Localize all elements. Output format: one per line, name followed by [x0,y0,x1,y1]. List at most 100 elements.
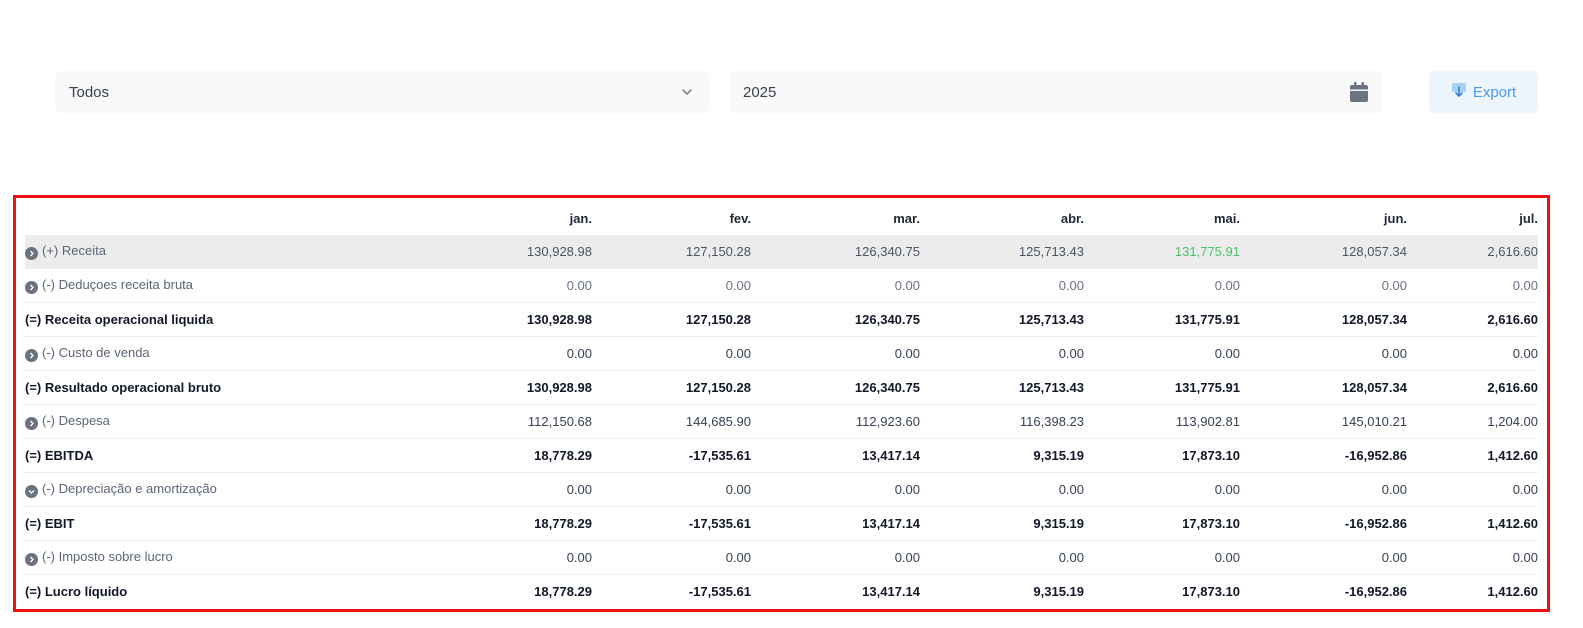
table-cell: 0.00 [751,540,920,575]
filters-bar: Todos 2025 Export [55,71,1552,113]
export-button-label: Export [1472,83,1517,101]
table-cell: 0.00 [1407,336,1538,371]
table-row-lucro-liquido: (=) Lucro líquido 18,778.29 -17,535.61 1… [25,574,1538,608]
table-row-depreciacao[interactable]: (-) Depreciação e amortização 0.00 0.00 … [25,472,1538,507]
chevron-down-icon [679,84,695,100]
table-cell: 0.00 [1084,336,1240,371]
table-cell: 0.00 [1240,268,1407,303]
table-cell: 1,412.60 [1407,438,1538,473]
row-label: (-) Deduçoes receita bruta [42,277,194,292]
column-header-mai: mai. [1213,211,1240,226]
table-cell: 0.00 [920,540,1084,575]
row-label-cell: (-) Custo de venda [25,336,395,371]
table-cell: 127,150.28 [592,235,751,269]
export-button[interactable]: Export [1429,71,1538,113]
table-cell: 0.00 [1407,540,1538,575]
table-cell: 126,340.75 [751,302,920,337]
column-header-abr: abr. [1060,211,1084,226]
table-cell: 116,398.23 [920,404,1084,439]
row-label: (-) Custo de venda [42,345,150,360]
table-cell: 18,778.29 [395,438,592,473]
table-cell: 0.00 [395,540,592,575]
row-label: (-) Depreciação e amortização [42,481,217,496]
table-cell: 145,010.21 [1240,404,1407,439]
table-cell: 113,902.81 [1084,404,1240,439]
row-label-cell: (-) Despesa [25,404,395,439]
table-cell: 13,417.14 [751,574,920,608]
table-cell: 112,150.68 [395,404,592,439]
column-header-jan: jan. [569,211,592,226]
table-cell: 0.00 [1240,336,1407,371]
table-cell: 1,412.60 [1407,506,1538,541]
table-row-custo-venda[interactable]: (-) Custo de venda 0.00 0.00 0.00 0.00 0… [25,336,1538,371]
table-row-resultado-bruto: (=) Resultado operacional bruto 130,928.… [25,370,1538,405]
table-cell: 13,417.14 [751,438,920,473]
table-cell: 0.00 [592,336,751,371]
table-cell: 0.00 [920,336,1084,371]
row-label: (-) Imposto sobre lucro [42,549,173,564]
table-cell: 0.00 [1084,540,1240,575]
table-row-deducoes[interactable]: (-) Deduçoes receita bruta 0.00 0.00 0.0… [25,268,1538,303]
table-cell: 131,775.91 [1084,302,1240,337]
table-row-imposto[interactable]: (-) Imposto sobre lucro 0.00 0.00 0.00 0… [25,540,1538,575]
table-cell: 17,873.10 [1084,506,1240,541]
category-select[interactable]: Todos [55,71,709,113]
row-label: (=) Resultado operacional bruto [25,370,395,405]
table-cell: 112,923.60 [751,404,920,439]
table-cell: -16,952.86 [1240,438,1407,473]
table-cell: 18,778.29 [395,574,592,608]
table-cell: 125,713.43 [920,370,1084,405]
table-cell: -16,952.86 [1240,506,1407,541]
expand-row-icon[interactable] [25,247,38,260]
table-cell: 0.00 [751,336,920,371]
row-label-cell: (-) Imposto sobre lucro [25,540,395,575]
table-cell: 18,778.29 [395,506,592,541]
column-header-jun: jun. [1383,211,1407,226]
row-label: (+) Receita [42,243,106,258]
table-cell: 127,150.28 [592,370,751,405]
column-header-fev: fev. [729,211,751,226]
table-cell: 0.00 [751,268,920,303]
table-cell: -17,535.61 [592,506,751,541]
table-cell: 13,417.14 [751,506,920,541]
table-cell: 1,204.00 [1407,404,1538,439]
table-cell: 0.00 [395,472,592,507]
row-label: (-) Despesa [42,413,110,428]
table-cell: 128,057.34 [1240,370,1407,405]
table-cell-highlight: 131,775.91 [1084,235,1240,269]
expand-row-icon[interactable] [25,349,38,362]
row-label-cell: (-) Deduçoes receita bruta [25,268,395,303]
table-cell: 9,315.19 [920,574,1084,608]
table-cell: 125,713.43 [920,302,1084,337]
calendar-icon[interactable] [1349,82,1369,102]
highlight-frame [13,195,1550,612]
table-cell: 9,315.19 [920,506,1084,541]
table-cell: 0.00 [592,540,751,575]
column-header-jul: jul. [1519,211,1538,226]
table-cell: 0.00 [1084,268,1240,303]
table-cell: 130,928.98 [395,370,592,405]
table-row-receita-operacional: (=) Receita operacional liquida 130,928.… [25,302,1538,337]
table-cell: 1,412.60 [1407,574,1538,608]
table-cell: 0.00 [395,268,592,303]
row-label: (=) Lucro líquido [25,574,395,608]
year-picker-value: 2025 [743,83,777,101]
table-row-receita[interactable]: (+) Receita 130,928.98 127,150.28 126,34… [25,235,1538,269]
year-picker[interactable]: 2025 [729,71,1383,113]
table-cell: 0.00 [1407,268,1538,303]
table-cell: 126,340.75 [751,235,920,269]
collapse-row-icon[interactable] [25,485,38,498]
column-header-label [25,202,395,235]
table-cell: 128,057.34 [1240,302,1407,337]
expand-row-icon[interactable] [25,281,38,294]
table-cell: 9,315.19 [920,438,1084,473]
download-icon [1451,82,1467,102]
table-cell: 0.00 [1407,472,1538,507]
expand-row-icon[interactable] [25,553,38,566]
table-cell: 0.00 [395,336,592,371]
table-row-despesa[interactable]: (-) Despesa 112,150.68 144,685.90 112,92… [25,404,1538,439]
table-cell: 144,685.90 [592,404,751,439]
table-cell: 130,928.98 [395,302,592,337]
expand-row-icon[interactable] [25,417,38,430]
table-cell: -17,535.61 [592,574,751,608]
